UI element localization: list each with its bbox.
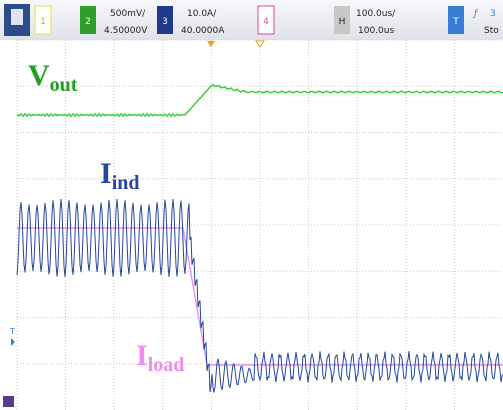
ch3-number: 3	[162, 17, 168, 27]
trigger-level-marker: T	[9, 327, 15, 336]
ch3-offset: 40.0000A	[181, 26, 225, 36]
ch2-number: 2	[85, 17, 91, 27]
iload-trace	[17, 228, 503, 365]
trigger-label: T	[452, 17, 459, 27]
iload-label: Iload	[136, 339, 184, 376]
horizontal-label: H	[339, 17, 346, 27]
scope-screen: 1 2 500mV/ 4.50000V 3 10.0A/ 40.0000A 4 …	[0, 0, 503, 410]
ch3-scale: 10.0A/	[187, 9, 217, 19]
status-icon	[3, 396, 14, 407]
ch2-offset: 4.50000V	[104, 26, 148, 36]
menu-icon	[11, 9, 23, 25]
ch1-number: 1	[40, 17, 46, 27]
iind-label: Iind	[100, 157, 140, 194]
vout-label: Vout	[28, 59, 78, 96]
left-margin	[0, 40, 17, 410]
toolbar	[0, 0, 503, 40]
horizontal-position: 100.0us	[358, 26, 394, 36]
page: 1 2 500mV/ 4.50000V 3 10.0A/ 40.0000A 4 …	[0, 0, 503, 410]
ch4-number: 4	[263, 17, 269, 27]
trigger-status: Sto	[484, 26, 499, 36]
grid	[17, 40, 503, 410]
trigger-position-marker	[207, 41, 215, 47]
ch2-scale: 500mV/	[110, 9, 146, 19]
trigger-source: 3	[490, 9, 496, 19]
horizontal-scale: 100.0us/	[356, 9, 396, 19]
